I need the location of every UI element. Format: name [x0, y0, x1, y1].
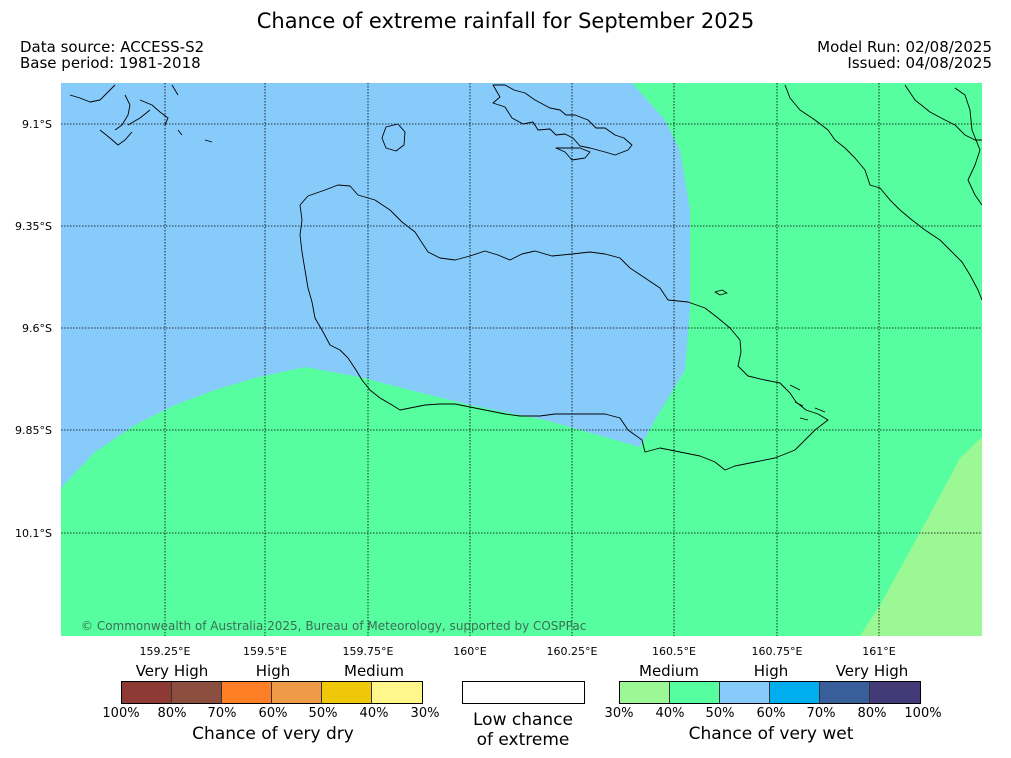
low-chance-swatch [462, 681, 585, 704]
lat-label: 9.1°S [22, 118, 52, 131]
malaita-coastline [784, 84, 982, 301]
east-islet [714, 289, 728, 296]
lon-label: 159.5°E [243, 645, 287, 658]
issued-label: Issued: 04/08/2025 [847, 54, 992, 72]
wet-swatch [720, 682, 770, 703]
savo-island-coastline [381, 123, 406, 152]
low-chance-line2: of extreme [476, 730, 570, 750]
lon-label: 160.25°E [546, 645, 598, 658]
lon-label: 160.75°E [751, 645, 803, 658]
graticule [61, 83, 982, 636]
data-info: Data source: ACCESS-S2 Base period: 1981… [20, 39, 204, 71]
model-run-label: Model Run: 02/08/2025 [817, 38, 992, 56]
run-info: Model Run: 02/08/2025 Issued: 04/08/2025 [817, 39, 992, 71]
dry-tick: 40% [359, 706, 389, 721]
dry-tick: 100% [102, 706, 140, 721]
lon-label: 159.75°E [342, 645, 394, 658]
nggela-small-island [555, 147, 591, 161]
dry-tick: 60% [258, 706, 288, 721]
guadalcanal-coastline [299, 184, 829, 471]
dry-category-medium: Medium [344, 662, 404, 680]
nggela-islands-coastline [492, 84, 633, 156]
wet-tick: 100% [904, 706, 942, 721]
copyright-notice: © Commonwealth of Australia 2025, Bureau… [81, 619, 587, 633]
russell-islands-coastline [69, 84, 213, 146]
dry-tick: 50% [308, 706, 338, 721]
dry-swatch [272, 682, 322, 703]
wet-category-very-high: Very High [835, 662, 909, 680]
wet-swatch [620, 682, 670, 703]
wet-tick: 70% [806, 706, 836, 721]
wet-swatch [820, 682, 870, 703]
coastlines [69, 84, 982, 471]
dry-swatch [322, 682, 372, 703]
malaita-north-coast [904, 84, 982, 141]
wet-category-medium: Medium [639, 662, 699, 680]
lat-label: 9.35°S [15, 220, 52, 233]
wet-tick: 50% [705, 706, 735, 721]
base-period-label: Base period: 1981-2018 [20, 54, 201, 72]
medium-low-wet-region [860, 437, 982, 636]
dry-swatch [172, 682, 222, 703]
lon-label: 159.25°E [139, 645, 191, 658]
lat-label: 9.6°S [22, 322, 52, 335]
wet-legend-title: Chance of very wet [688, 724, 854, 744]
dry-colorbar [121, 681, 423, 704]
dry-tick: 70% [207, 706, 237, 721]
lon-label: 160.5°E [652, 645, 696, 658]
wet-category-high: High [753, 662, 789, 680]
dry-legend-title: Chance of very dry [192, 724, 354, 744]
medium-wet-region [61, 83, 982, 636]
lat-label: 10.1°S [15, 527, 52, 540]
dry-swatch [222, 682, 272, 703]
dry-swatch [122, 682, 172, 703]
low-chance-label: Low chance of extreme [443, 710, 603, 750]
wet-tick: 40% [655, 706, 685, 721]
wet-swatch [770, 682, 820, 703]
wet-swatch [870, 682, 920, 703]
lon-label: 160°E [453, 645, 487, 658]
dry-category-high: High [255, 662, 291, 680]
low-chance-line1: Low chance [473, 710, 573, 730]
marau-islets [789, 384, 826, 421]
wet-tick: 60% [756, 706, 786, 721]
malaita-inner-coast [954, 87, 982, 206]
dry-tick: 30% [410, 706, 440, 721]
dry-category-very-high: Very High [135, 662, 209, 680]
wet-tick: 80% [857, 706, 887, 721]
lon-label: 161°E [862, 645, 896, 658]
wet-tick: 30% [604, 706, 634, 721]
dry-swatch [372, 682, 422, 703]
wet-colorbar [619, 681, 921, 704]
wet-swatch [670, 682, 720, 703]
data-source-label: Data source: ACCESS-S2 [20, 38, 205, 56]
dry-tick: 80% [157, 706, 187, 721]
map-title: Chance of extreme rainfall for September… [256, 9, 755, 33]
lat-label: 9.85°S [15, 424, 52, 437]
